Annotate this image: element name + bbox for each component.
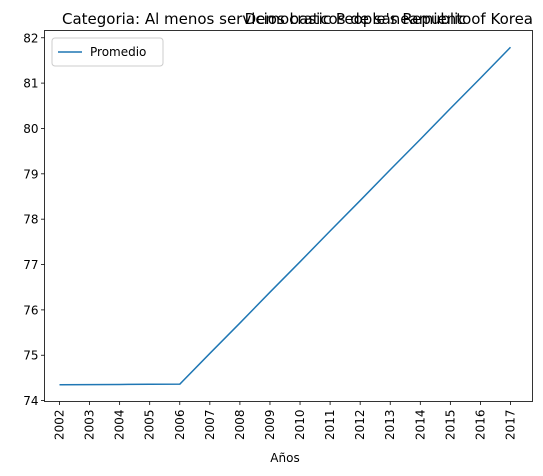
y-tick-label: 81 <box>23 77 38 91</box>
y-tick-label: 80 <box>23 122 38 136</box>
y-tick-label: 77 <box>23 258 38 272</box>
chart-title-right: Democratic People's Republic of Korea <box>245 10 533 28</box>
legend-box <box>51 37 164 67</box>
plot-area <box>44 30 533 402</box>
x-tick-label: 2016 <box>473 410 487 441</box>
x-tick-label: 2008 <box>233 410 247 441</box>
x-tick-label: 2015 <box>443 410 457 441</box>
x-tick-label: 2002 <box>53 410 67 441</box>
x-tick-label: 2017 <box>504 410 518 441</box>
x-tick-label: 2014 <box>413 410 427 441</box>
y-tick-label: 82 <box>23 31 38 45</box>
x-tick-label: 2009 <box>263 410 277 441</box>
x-tick-label: 2006 <box>173 410 187 441</box>
y-tick-label: 79 <box>23 167 38 181</box>
x-tick-label: 2007 <box>203 410 217 441</box>
x-axis: 2002 2003 2004 2005 2006 2007 2008 2009 2010 2011… <box>53 401 518 441</box>
y-tick-label: 75 <box>23 349 38 363</box>
x-tick-label: 2012 <box>353 410 367 441</box>
y-axis: 74 75 76 77 78 79 80 81 82 <box>23 31 45 408</box>
series-layer <box>59 46 512 386</box>
y-tick-label: 78 <box>23 213 38 227</box>
legend-label-promedio: Promedio <box>90 45 146 59</box>
x-tick-label: 2005 <box>143 410 157 441</box>
legend: Promedio <box>51 37 164 67</box>
x-tick-label: 2010 <box>293 410 307 441</box>
x-tick-label: 2013 <box>383 410 397 441</box>
y-tick-label: 76 <box>23 303 38 317</box>
y-tick-label: 74 <box>23 394 38 408</box>
x-tick-label: 2004 <box>113 410 127 441</box>
x-tick-label: 2011 <box>323 410 337 441</box>
chart-title-left: Categoria: Al menos servicios basicos de… <box>62 10 471 28</box>
x-tick-label: 2003 <box>83 410 97 441</box>
x-axis-label: Años <box>270 451 299 465</box>
series-line-0 <box>59 46 512 386</box>
